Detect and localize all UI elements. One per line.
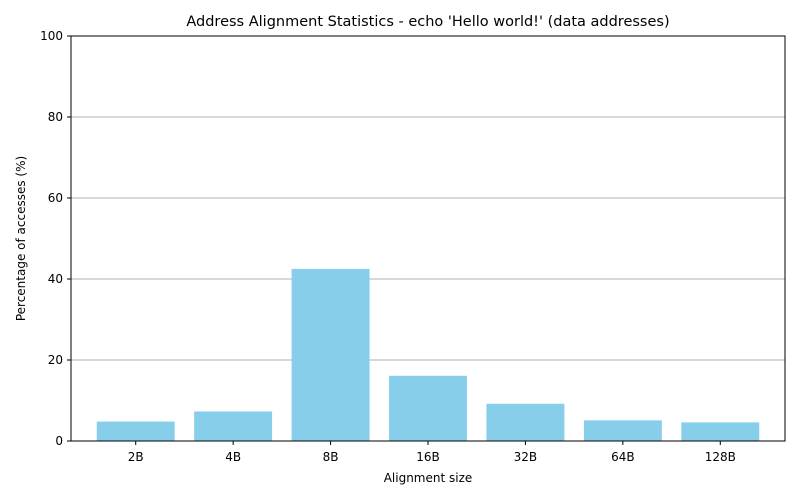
x-tick-label: 8B: [323, 450, 339, 464]
x-axis-label: Alignment size: [384, 471, 473, 485]
bar-64B: [583, 420, 662, 441]
bar-2B: [96, 421, 175, 441]
x-tick-label: 128B: [705, 450, 736, 464]
x-tick-label: 16B: [416, 450, 440, 464]
x-tick-label: 64B: [611, 450, 635, 464]
y-tick-label: 20: [48, 353, 63, 367]
y-axis-label: Percentage of accesses (%): [14, 156, 28, 321]
y-axis-ticks: 0 20 40 60 80 100: [40, 29, 71, 448]
bar-16B: [389, 375, 467, 441]
y-tick-label: 100: [40, 29, 63, 43]
y-tick-label: 80: [48, 110, 63, 124]
y-tick-label: 60: [48, 191, 63, 205]
x-tick-label: 4B: [225, 450, 241, 464]
bar-8B: [291, 268, 370, 441]
x-axis-ticks: 2B 4B 8B 16B 32B 64B 128B: [128, 441, 736, 464]
bar-128B: [681, 422, 760, 441]
bars: [96, 268, 760, 441]
x-tick-label: 2B: [128, 450, 144, 464]
bar-4B: [194, 411, 273, 441]
x-tick-label: 32B: [514, 450, 538, 464]
bar-32B: [486, 403, 565, 441]
y-tick-label: 40: [48, 272, 63, 286]
chart-title: Address Alignment Statistics - echo 'Hel…: [186, 14, 669, 30]
y-tick-label: 0: [55, 434, 63, 448]
